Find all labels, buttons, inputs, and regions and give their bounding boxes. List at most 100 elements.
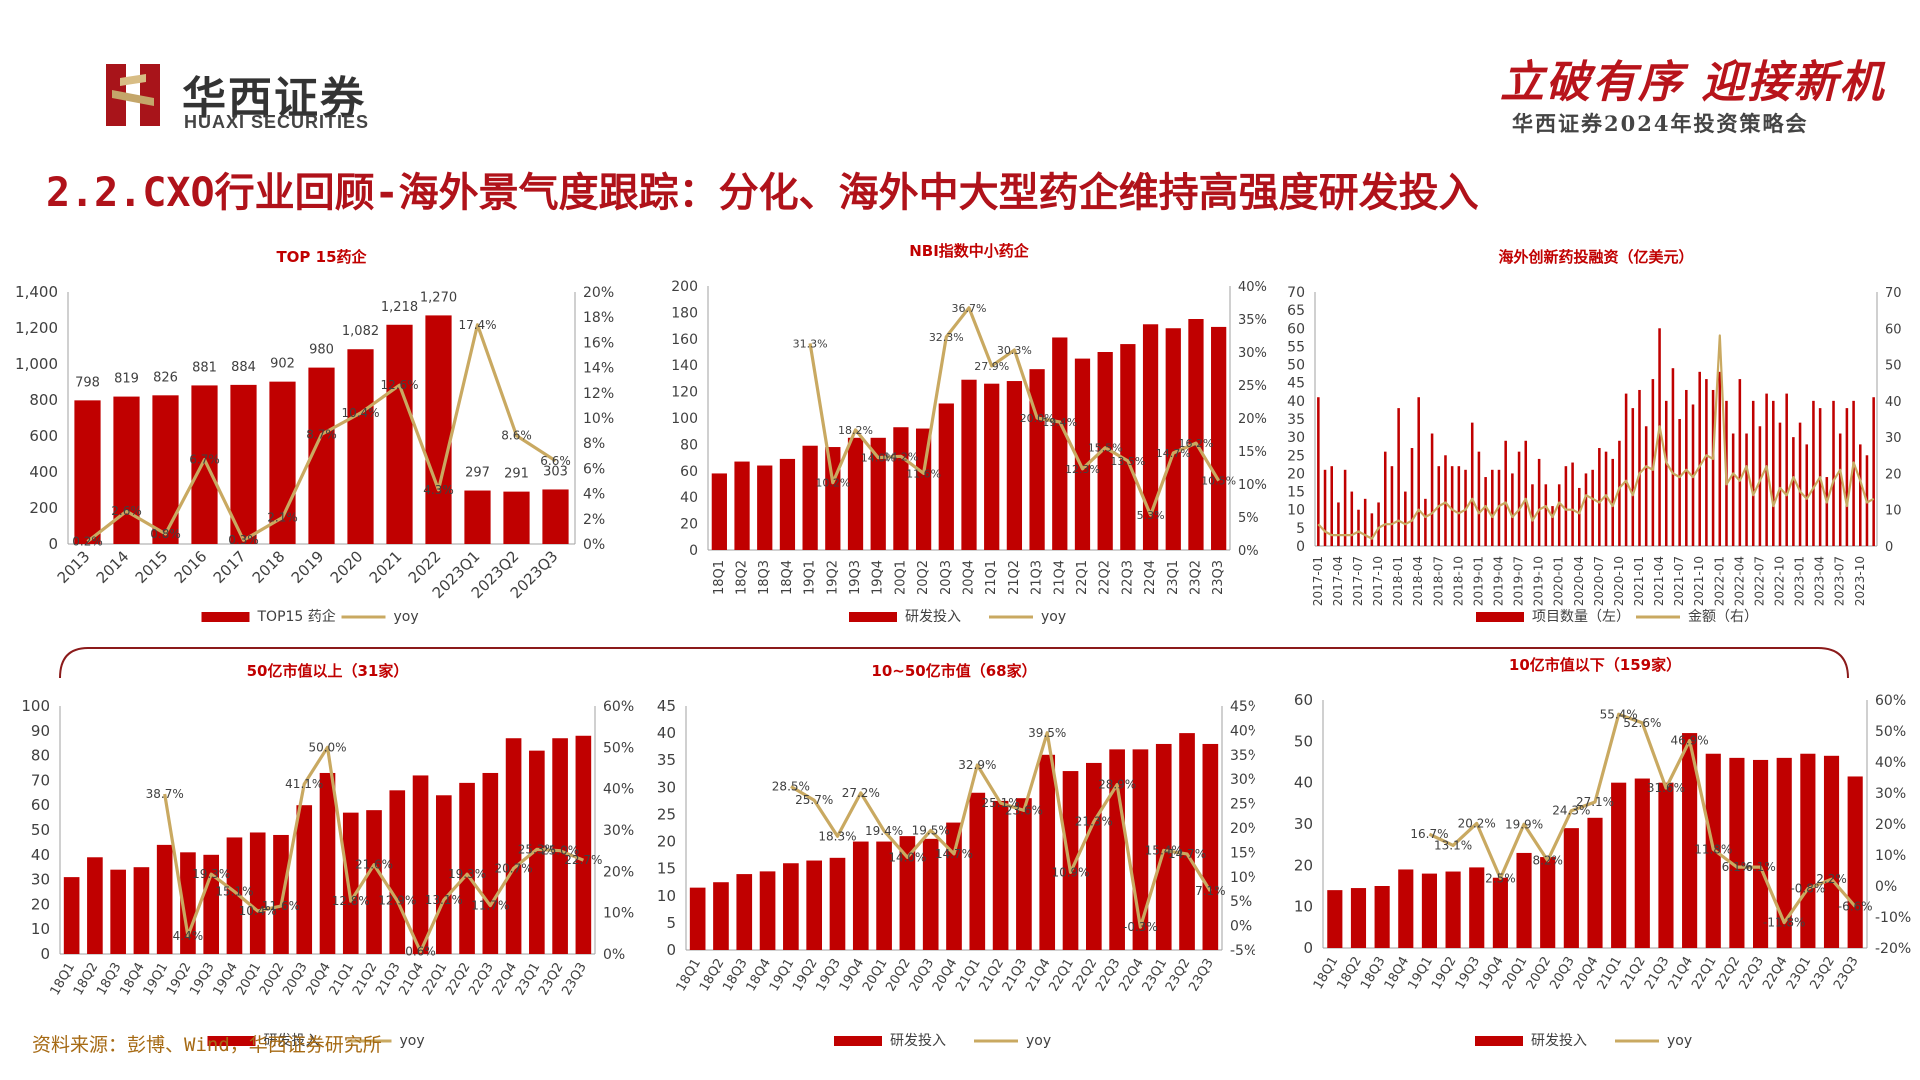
y-tick-label-left: 50	[1294, 732, 1313, 750]
yoy-value-label: 19.3%	[192, 867, 230, 881]
y-tick-label-right: 20%	[583, 285, 614, 301]
bar	[1798, 422, 1802, 546]
legend-label-bar: 研发投入	[905, 609, 961, 625]
y-tick-label-left: 35	[657, 751, 676, 769]
chart-top15-pharma: TOP 15药企 0 200 400 600 800 1,000 1,200 1,400 0% 2%…	[0, 236, 640, 646]
y-tick-label-right: 0%	[583, 537, 605, 553]
bar	[435, 795, 452, 954]
bar	[1644, 426, 1648, 546]
yoy-value-label: 20.0%	[1020, 412, 1055, 425]
y-tick-label-right: -20%	[1875, 941, 1911, 957]
y-tick-label-left: 25	[1287, 448, 1305, 464]
bar-value-label: 798	[75, 375, 100, 390]
yoy-line	[1317, 334, 1875, 540]
y-tick-label-right: 6%	[583, 461, 605, 477]
yoy-value-label: 38.7%	[146, 787, 184, 801]
bar	[1029, 369, 1045, 550]
bar	[319, 772, 336, 954]
bar	[1578, 487, 1581, 546]
y-tick-label-left: 40	[680, 490, 698, 506]
yoy-value-label: 17.4%	[458, 318, 496, 332]
bar	[1323, 469, 1327, 546]
y-tick-label-left: 120	[671, 385, 698, 401]
bar	[1097, 352, 1113, 550]
bar	[156, 844, 173, 954]
bar	[1698, 371, 1701, 546]
yoy-line	[1428, 712, 1857, 925]
bar	[736, 874, 753, 950]
y-tick-label-left: 0	[1303, 939, 1313, 957]
legend-label-line: yoy	[400, 1033, 425, 1049]
bar	[1718, 371, 1722, 546]
bar	[961, 379, 977, 550]
bar	[1711, 389, 1715, 546]
bar	[1165, 328, 1181, 550]
legend: 项目数量（左） 金额（右）	[1476, 609, 1758, 625]
bar	[1524, 440, 1528, 546]
y-tick-label-left: 800	[29, 391, 58, 409]
bar	[1872, 397, 1875, 546]
y-tick-label-left: 400	[29, 463, 58, 481]
y-tick-label-left: 5	[666, 914, 676, 932]
legend-swatch-bar	[849, 612, 897, 622]
y-tick-label-left: 60	[1294, 691, 1313, 709]
y-tick-label-right: 20%	[1875, 817, 1906, 833]
bar	[1634, 778, 1650, 948]
yoy-value-label: -6.6%	[1838, 899, 1873, 913]
bar-value-label: 1,082	[342, 324, 379, 339]
y-tick-label-right: 30%	[1238, 346, 1267, 361]
y-tick-label-left: 55	[1287, 339, 1305, 355]
bar	[1805, 444, 1809, 546]
bar	[503, 491, 530, 544]
x-tick-label: 22Q1	[1075, 560, 1090, 595]
x-tick-label: 2014	[93, 547, 133, 587]
bar	[1587, 817, 1603, 948]
bar-value-label: 819	[114, 372, 139, 387]
y-tick-label-left: 10	[1287, 503, 1305, 519]
bar	[1563, 828, 1579, 948]
bar	[1671, 368, 1675, 546]
conference-slogan: 立破有序 迎接新机	[1500, 57, 1886, 108]
yoy-value-label: 0.8%	[150, 527, 181, 541]
bar-value-label: 291	[504, 467, 529, 482]
bar	[969, 792, 986, 950]
bar-value-label: 303	[543, 464, 568, 479]
yoy-value-label: 7.1%	[1195, 884, 1226, 898]
bar	[87, 857, 103, 954]
yoy-value-label: 15.5%	[1088, 442, 1123, 455]
legend-label-line: yoy	[1667, 1033, 1692, 1049]
y-tick-label-left: 1,000	[15, 355, 58, 373]
yoy-value-label: 24.3%	[1552, 804, 1590, 818]
bar	[734, 461, 750, 550]
bar	[1390, 466, 1394, 546]
x-tick-label: 22Q3	[1120, 560, 1135, 595]
y-tick-label-left: 200	[671, 279, 698, 295]
x-tick-label: 2023-01	[1793, 556, 1807, 606]
group-bracket	[59, 647, 1849, 679]
x-tick-label: 22Q4	[1143, 560, 1158, 595]
x-tick-label: 2017-01	[1311, 556, 1325, 606]
y-tick-label-right: 0	[1885, 540, 1893, 555]
x-tick-label: 18Q2	[735, 560, 750, 595]
yoy-value-label: 12.8%	[332, 894, 370, 908]
bar	[1845, 408, 1849, 546]
bar	[1611, 458, 1614, 546]
x-tick-label: 2020	[327, 547, 367, 587]
yoy-value-label: 14.0%	[861, 452, 896, 465]
bar	[425, 315, 452, 544]
x-tick-label: 2021-01	[1632, 556, 1646, 606]
y-tick-label-left: 20	[31, 895, 50, 913]
y-tick-label-right: 0%	[1238, 544, 1259, 559]
x-tick-label: 23Q2	[1188, 560, 1203, 595]
x-tick-label: 19Q2	[825, 560, 840, 595]
bar	[1772, 400, 1775, 546]
bar	[1658, 328, 1661, 546]
x-tick-label: 18Q3	[757, 560, 772, 595]
yoy-value-label: 41.1%	[285, 777, 323, 791]
bar	[63, 877, 80, 954]
bar	[1745, 433, 1748, 546]
x-tick-label: 2018-01	[1391, 556, 1405, 606]
yoy-value-label: 13.1%	[1434, 838, 1472, 852]
y-tick-label-left: 45	[1287, 376, 1305, 392]
bar	[1631, 408, 1635, 546]
